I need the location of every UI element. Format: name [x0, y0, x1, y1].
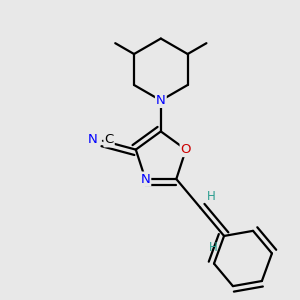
Text: H: H: [208, 241, 217, 254]
Text: H: H: [207, 190, 216, 203]
Text: C: C: [104, 134, 114, 146]
Text: N: N: [140, 172, 150, 185]
Text: O: O: [181, 143, 191, 156]
Text: N: N: [88, 134, 97, 146]
Text: N: N: [156, 94, 166, 107]
